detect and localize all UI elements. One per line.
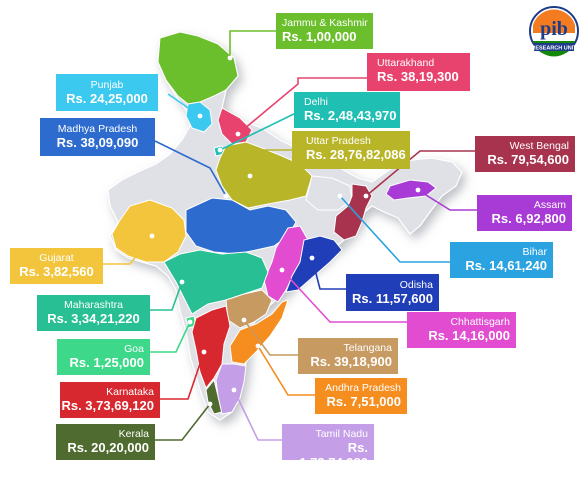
label-state: Karnataka	[106, 386, 154, 398]
label-state: Tamil Nadu	[315, 428, 368, 440]
map-state-karnataka[interactable]	[191, 305, 231, 389]
leader-maharashtra	[150, 281, 183, 311]
map-state-bihar[interactable]	[305, 175, 353, 211]
leader-tamil-nadu	[233, 389, 282, 441]
leader-goa	[150, 321, 191, 353]
label-state: Maharashtra	[64, 299, 123, 311]
label-amount: Rs. 38,09,090	[56, 135, 139, 150]
leader-lines	[103, 30, 477, 441]
label-telangana: Telangana Rs. 39,18,900	[298, 338, 398, 374]
label-state: Kerala	[118, 428, 149, 440]
label-state: Punjab	[90, 79, 124, 91]
label-amount: Rs. 79,54,600	[487, 152, 569, 167]
label-west-bengal: West Bengal Rs. 79,54,600	[475, 136, 575, 172]
label-state: Bihar	[522, 246, 547, 258]
label-state: Uttar Pradesh	[306, 135, 371, 147]
label-state: Goa	[124, 343, 144, 355]
label-amount: Rs. 3,34,21,220	[47, 311, 140, 326]
label-tamil-nadu: Tamil Nadu Rs. 1,73,74,980	[282, 424, 374, 470]
svg-text:pib: pib	[540, 18, 568, 40]
label-madhya-pradesh: Madhya Pradesh Rs. 38,09,090	[40, 118, 155, 156]
label-amount: Rs. 38,19,300	[377, 69, 459, 84]
label-amount: Rs. 6,92,800	[491, 211, 566, 226]
leader-odisha	[311, 257, 346, 290]
label-maharashtra: Maharashtra Rs. 3,34,21,220	[37, 295, 150, 331]
map-state-west-bengal[interactable]	[333, 183, 373, 241]
label-amount: Rs. 2,48,43,970	[304, 108, 397, 123]
label-gujarat: Gujarat Rs. 3,82,560	[10, 248, 103, 284]
leader-gujarat	[103, 235, 153, 265]
label-goa: Goa Rs. 1,25,000	[57, 339, 150, 375]
label-odisha: Odisha Rs. 11,57,600	[346, 274, 439, 311]
label-state: Assam	[533, 199, 566, 211]
leader-madhya-pradesh	[154, 140, 227, 197]
label-state: Chhattisgarh	[450, 316, 510, 328]
label-andhra-pradesh: Andhra Pradesh Rs. 7,51,000	[315, 378, 407, 414]
label-amount: Rs. 7,51,000	[326, 394, 401, 409]
leader-chhattisgarh	[281, 269, 407, 323]
leader-delhi	[219, 110, 301, 151]
label-state: Uttarakhand	[377, 57, 435, 69]
label-amount: Rs. 1,00,000	[282, 29, 357, 44]
label-uttar-pradesh: Uttar Pradesh Rs. 28,76,82,086	[292, 131, 410, 169]
label-state: West Bengal	[509, 140, 569, 152]
label-amount: Rs. 3,73,69,120	[61, 398, 154, 413]
label-amount: Rs. 39,18,900	[310, 354, 392, 369]
leader-kerala	[155, 403, 211, 441]
leader-punjab	[167, 93, 201, 117]
map-state-tamil-nadu[interactable]	[215, 363, 247, 415]
leader-jammu-kashmir	[229, 30, 276, 58]
leader-andhra-pradesh	[257, 345, 315, 396]
label-state: Delhi	[304, 96, 328, 108]
map-state-chhattisgarh[interactable]	[263, 225, 309, 303]
label-amount: Rs. 14,61,240	[465, 258, 547, 273]
map-state-andhra-pradesh[interactable]	[229, 299, 289, 365]
label-state: Gujarat	[39, 252, 74, 264]
leader-telangana	[243, 319, 298, 356]
leader-west-bengal	[365, 150, 475, 197]
map-state-jammu-kashmir[interactable]	[157, 31, 239, 105]
label-jammu-kashmir: Jammu & Kashmir Rs. 1,00,000	[276, 13, 373, 49]
label-assam: Assam Rs. 6,92,800	[477, 195, 572, 231]
label-amount: Rs. 11,57,600	[352, 291, 433, 306]
map-state-telangana[interactable]	[225, 289, 273, 329]
leader-karnataka	[160, 351, 205, 400]
label-state: Jammu & Kashmir	[282, 17, 368, 29]
pib-logo: pib RESEARCH UNIT	[529, 6, 579, 57]
label-delhi: Delhi Rs. 2,48,43,970	[294, 92, 400, 128]
label-amount: Rs. 3,82,560	[19, 264, 94, 279]
label-chhattisgarh: Chhattisgarh Rs. 14,16,000	[407, 312, 516, 348]
leader-dots	[149, 55, 421, 407]
label-state: Madhya Pradesh	[57, 123, 138, 135]
label-amount: Rs. 1,25,000	[69, 355, 144, 370]
label-state: Odisha	[399, 279, 433, 291]
leader-uttarakhand	[237, 77, 367, 135]
svg-text:RESEARCH UNIT: RESEARCH UNIT	[531, 46, 577, 52]
label-amount: Rs. 14,16,000	[428, 328, 510, 343]
label-kerala: Kerala Rs. 20,20,000	[56, 424, 155, 460]
label-amount: Rs. 1,73,74,980	[299, 440, 368, 470]
label-uttarakhand: Uttarakhand Rs. 38,19,300	[367, 53, 470, 91]
leader-uttar-pradesh	[249, 149, 292, 177]
label-punjab: Punjab Rs. 24,25,000	[56, 74, 158, 111]
label-bihar: Bihar Rs. 14,61,240	[450, 242, 553, 278]
leader-bihar	[339, 195, 450, 263]
label-amount: Rs. 20,20,000	[67, 440, 149, 455]
label-state: Andhra Pradesh	[325, 382, 401, 394]
map-state-assam[interactable]	[385, 179, 437, 201]
label-amount: Rs. 28,76,82,086	[306, 147, 406, 162]
label-karnataka: Karnataka Rs. 3,73,69,120	[60, 382, 160, 418]
label-state: Telangana	[343, 342, 392, 354]
label-amount: Rs. 24,25,000	[66, 91, 148, 106]
leader-assam	[417, 189, 477, 211]
map-state-maharashtra[interactable]	[163, 249, 269, 315]
